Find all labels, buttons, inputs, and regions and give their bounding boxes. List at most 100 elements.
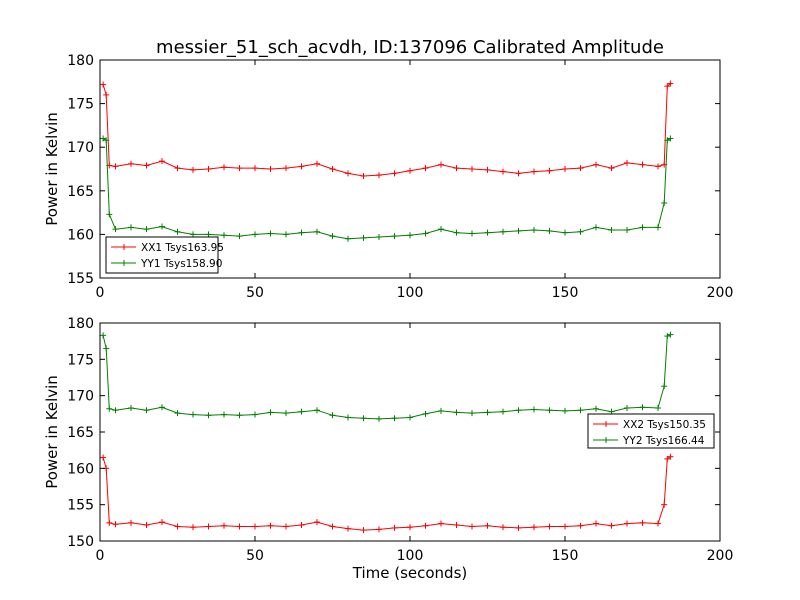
data-point	[106, 211, 113, 218]
y-tick-label: 170	[67, 389, 94, 405]
data-point	[531, 406, 537, 413]
x-tick-label: 150	[552, 285, 579, 301]
data-point	[174, 165, 181, 172]
data-point	[484, 409, 491, 416]
data-point	[221, 232, 227, 239]
data-point	[283, 523, 289, 530]
data-point	[143, 162, 150, 169]
data-point	[422, 410, 429, 417]
data-point	[267, 522, 274, 529]
data-point	[655, 520, 661, 527]
data-point	[469, 166, 475, 172]
data-point	[664, 333, 671, 340]
series-group	[100, 331, 674, 534]
data-point	[422, 522, 429, 529]
data-point	[329, 523, 336, 530]
legend-entry-label: YY1 Tsys158.90	[140, 258, 222, 270]
data-point	[667, 135, 674, 142]
data-point	[143, 522, 150, 529]
x-tick-label: 50	[246, 285, 264, 301]
legend-box	[587, 413, 715, 449]
data-point	[664, 137, 671, 144]
data-point	[500, 168, 506, 175]
y-tick-label: 160	[67, 227, 94, 243]
data-point	[314, 228, 320, 235]
data-point	[103, 137, 110, 144]
data-point	[639, 224, 646, 231]
data-point	[593, 224, 599, 231]
data-point	[112, 226, 119, 233]
data-point	[298, 522, 305, 529]
data-point	[593, 161, 599, 168]
y-tick-label: 180	[67, 316, 94, 332]
bottom-panel: 0 50 100 150 200 150 155 160 165 170 175 180 Power i…	[43, 316, 733, 564]
data-point	[221, 522, 227, 529]
data-point	[128, 405, 134, 412]
data-point	[655, 163, 661, 170]
data-point	[667, 453, 674, 460]
y-axis-label: Power in Kelvin	[43, 375, 61, 489]
data-point	[500, 524, 506, 531]
data-point	[236, 412, 243, 419]
data-point	[515, 170, 522, 177]
data-point	[174, 228, 181, 235]
data-point	[639, 161, 646, 168]
y-tick-label: 170	[67, 140, 94, 156]
data-point	[546, 523, 553, 530]
data-point	[221, 164, 227, 171]
data-point	[531, 524, 537, 531]
data-point	[500, 408, 506, 415]
legend-entry-label: YY2 Tsys166.44	[622, 435, 705, 447]
data-point	[391, 170, 398, 177]
legend: XX2 Tsys150.35 YY2 Tsys166.44	[587, 413, 715, 449]
data-point	[159, 519, 165, 526]
data-point	[190, 524, 196, 531]
data-point	[100, 454, 107, 461]
data-point	[345, 170, 351, 177]
data-point	[267, 230, 274, 237]
data-point	[106, 519, 113, 526]
data-point	[143, 407, 150, 414]
data-point	[174, 410, 181, 417]
data-point	[103, 91, 110, 98]
data-point	[407, 524, 413, 531]
y-tick-label: 160	[67, 461, 94, 477]
x-tick-label: 100	[397, 548, 424, 564]
x-tick-label: 200	[707, 285, 734, 301]
data-point	[639, 519, 646, 526]
data-point	[515, 524, 522, 531]
data-point	[283, 231, 289, 238]
data-point	[422, 165, 429, 172]
y-tick-label: 155	[67, 271, 94, 287]
data-point	[143, 226, 150, 233]
data-point	[252, 165, 258, 172]
data-point	[159, 404, 165, 411]
data-point	[624, 159, 630, 166]
data-point	[345, 414, 351, 421]
data-point	[100, 81, 107, 88]
data-point	[314, 407, 320, 414]
data-point	[593, 405, 599, 412]
data-point	[112, 521, 119, 528]
data-point	[267, 409, 274, 416]
data-point	[236, 523, 243, 530]
data-point	[128, 519, 134, 526]
legend-entry-label: XX1 Tsys163.95	[141, 242, 224, 254]
x-tick-label: 200	[707, 548, 734, 564]
chart-title: messier_51_sch_acvdh, ID:137096 Calibrat…	[156, 37, 664, 58]
data-point	[531, 227, 537, 234]
data-point	[283, 165, 289, 172]
data-point	[624, 227, 630, 234]
x-tick-label: 100	[397, 285, 424, 301]
data-point	[391, 415, 398, 422]
series-group	[100, 80, 674, 242]
data-point	[469, 410, 475, 417]
data-point	[190, 231, 196, 238]
data-point	[655, 405, 661, 412]
data-point	[577, 228, 584, 235]
x-tick-label: 0	[96, 285, 105, 301]
data-point	[453, 409, 460, 416]
data-point	[376, 415, 382, 422]
data-point	[577, 407, 584, 414]
